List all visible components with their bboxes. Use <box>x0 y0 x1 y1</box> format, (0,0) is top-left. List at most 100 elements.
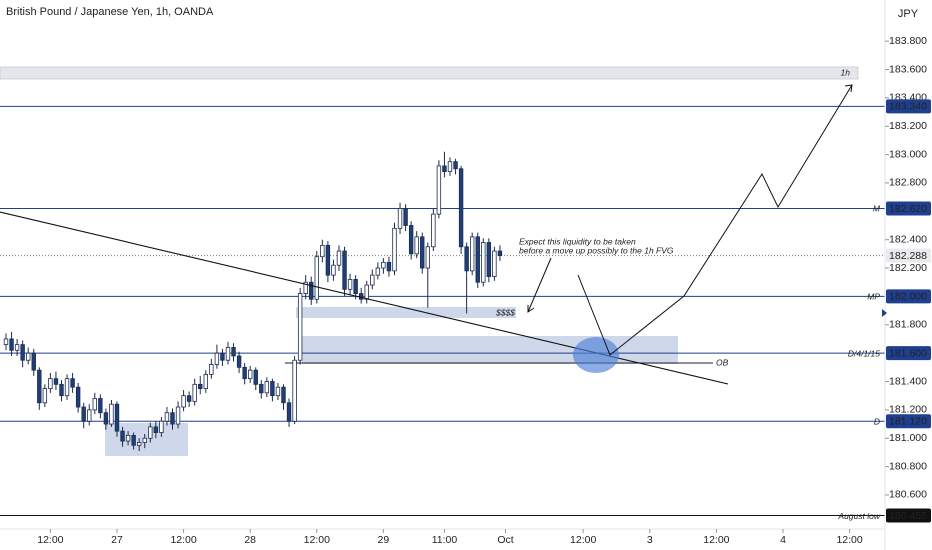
candle-body <box>259 383 264 394</box>
fvg-label: 1h <box>841 67 851 77</box>
candle-body <box>303 281 308 294</box>
candle-body <box>214 352 220 365</box>
x-tick-label: 29 <box>378 534 390 546</box>
fvg-zone <box>0 66 859 80</box>
y-tick-label: 180.800 <box>889 460 927 472</box>
y-tick-label: 181.000 <box>889 432 927 444</box>
candle-body <box>209 364 214 375</box>
candle-body <box>14 344 20 351</box>
chart-title: British Pound / Japanese Yen, 1h, OANDA <box>6 6 214 18</box>
candle-body <box>420 236 425 269</box>
x-tick-label: 11:00 <box>432 534 458 546</box>
candle-body <box>220 352 225 361</box>
candle-body <box>286 402 292 422</box>
y-tick-label: 183.200 <box>889 120 927 132</box>
liquidity-label: $$$$ <box>495 307 515 317</box>
candle-body <box>81 406 86 422</box>
candle-body <box>469 236 475 272</box>
y-tick-label: 182.200 <box>889 262 927 274</box>
price-badge <box>886 346 931 361</box>
price-badge <box>886 508 931 523</box>
note-arrow-head <box>527 305 535 313</box>
x-tick-label: Oct <box>497 534 513 546</box>
candle-body <box>186 395 192 402</box>
candle-body <box>297 293 303 361</box>
price-badge-label: 182.000 <box>889 291 927 303</box>
price-badge <box>886 201 931 216</box>
candle-body <box>242 366 247 380</box>
candle-body <box>325 244 331 276</box>
candle-body <box>31 352 36 371</box>
y-tick-label: 183.600 <box>889 63 927 75</box>
candle-body <box>403 208 408 226</box>
x-tick-label: 12:00 <box>304 534 330 546</box>
price-badge-label: 182.620 <box>889 203 927 215</box>
candle-body <box>370 274 375 286</box>
note-arrow <box>527 257 552 313</box>
candle-body <box>375 267 381 276</box>
candle-body <box>314 256 319 300</box>
y-tick-label: 183.000 <box>889 148 927 160</box>
candle-body <box>481 242 486 283</box>
last-price-label: 182.288 <box>889 250 927 262</box>
candle-body <box>397 208 403 229</box>
candle-body <box>87 409 92 422</box>
candle-body <box>153 426 159 433</box>
candle-body <box>464 246 469 272</box>
note-line: before a move up possibly to the 1h FVG <box>519 245 674 255</box>
candle-body <box>142 437 147 443</box>
x-tick-label: 12:00 <box>703 534 729 546</box>
candle-body <box>231 347 236 357</box>
candle-body <box>9 338 14 351</box>
last-price-badge <box>886 248 931 263</box>
y-tick-label: 182.400 <box>889 233 927 245</box>
candle-body <box>431 213 436 248</box>
candle-body <box>20 344 25 361</box>
candle-body <box>342 250 347 290</box>
candle-body <box>92 398 97 411</box>
candle-body <box>125 434 131 442</box>
candle-body <box>458 168 464 248</box>
x-tick-label: 3 <box>647 534 653 546</box>
candle-body <box>486 242 492 277</box>
candle-body <box>75 386 81 408</box>
candle-body <box>37 369 42 404</box>
price-badge-label: 181.600 <box>889 347 927 359</box>
fvg-box <box>302 336 678 364</box>
candle-body <box>253 369 258 385</box>
price-badge-label: 181.120 <box>889 415 927 427</box>
candle-body <box>347 278 353 290</box>
projection-arrow <box>844 84 853 93</box>
level-tag: MP <box>867 292 880 302</box>
candle-body <box>136 442 142 446</box>
candle-body <box>497 250 503 256</box>
candle-body <box>192 383 197 402</box>
candle-body <box>292 359 297 422</box>
price-badge <box>886 99 931 114</box>
candle-body <box>275 386 281 397</box>
candle-body <box>281 386 286 404</box>
candle-body <box>436 165 442 215</box>
candle-body <box>103 412 109 425</box>
candle-body <box>203 374 208 389</box>
level-tag: D/4/1/15 <box>848 348 880 358</box>
liquidity-zone <box>296 307 516 318</box>
x-tick-label: 12:00 <box>836 534 862 546</box>
candle-body <box>414 236 419 255</box>
x-tick-label: 27 <box>111 534 123 546</box>
candle-body <box>59 383 64 397</box>
candle-body <box>264 381 270 394</box>
candle-body <box>408 225 414 255</box>
candle-body <box>98 398 103 414</box>
candle-body <box>425 246 430 269</box>
candle-body <box>236 355 242 368</box>
candle-body <box>48 378 53 389</box>
candle-body <box>42 388 48 404</box>
target-circle <box>573 337 619 373</box>
y-tick-label: 181.200 <box>889 404 927 416</box>
candle-body <box>109 403 114 425</box>
x-tick-label: 28 <box>244 534 256 546</box>
ob-label: OB <box>716 357 729 367</box>
price-badge <box>886 414 931 429</box>
